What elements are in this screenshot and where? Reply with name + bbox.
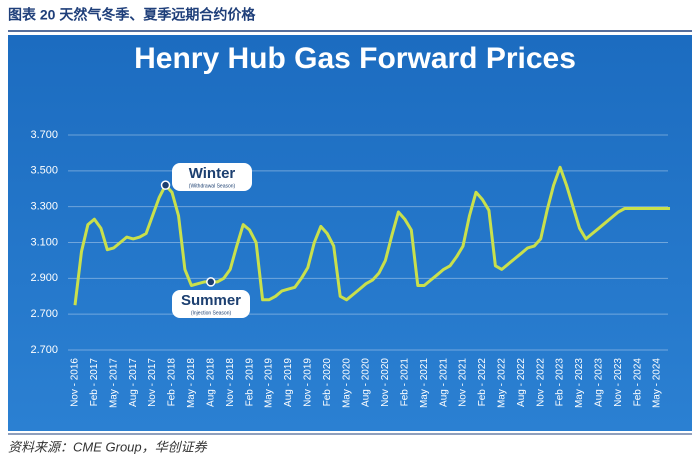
annotation-note: (Injection Season): [191, 310, 232, 316]
x-tick-label: Feb - 2022: [477, 358, 488, 407]
chart-panel: [8, 35, 692, 431]
annotation-title: Winter: [189, 165, 236, 182]
y-tick-label: 2.700: [30, 308, 58, 320]
annotation-box: [172, 290, 250, 318]
x-tick-label: May - 2018: [186, 358, 197, 408]
annotation-title: Summer: [181, 292, 241, 309]
x-tick-label: Aug - 2018: [205, 358, 216, 407]
x-tick-label: Feb - 2019: [244, 358, 255, 407]
figure-caption: 图表 20 天然气冬季、夏季远期合约价格: [8, 7, 256, 23]
x-tick-label: Aug - 2023: [593, 358, 604, 407]
annotation-note: (Withdrawal Season): [189, 183, 236, 189]
x-tick-label: May - 2022: [496, 358, 507, 408]
source: 资料来源：CME Group，华创证券: [8, 439, 208, 454]
x-tick-label: Nov - 2020: [380, 358, 391, 407]
x-tick-label: Aug - 2019: [283, 358, 294, 407]
x-tick-label: May - 2017: [108, 358, 119, 408]
x-tick-label: Nov - 2018: [225, 358, 236, 407]
y-tick-label: 3.700: [30, 129, 58, 141]
y-tick-label: 3.500: [30, 165, 58, 177]
y-tick-label: 2.900: [30, 272, 58, 284]
x-tick-label: Aug - 2017: [128, 358, 139, 407]
y-tick-label: 3.300: [30, 201, 58, 213]
x-tick-label: Nov - 2023: [613, 358, 624, 407]
x-tick-label: Feb - 2021: [399, 358, 410, 407]
x-tick-label: Aug - 2022: [516, 358, 527, 407]
y-tick-label: 2.700: [30, 344, 58, 356]
x-tick-label: Nov - 2017: [147, 358, 158, 407]
x-tick-label: Nov - 2019: [302, 358, 313, 407]
x-tick-label: Feb - 2018: [167, 358, 178, 407]
x-tick-label: Feb - 2024: [632, 358, 643, 407]
x-tick-label: May - 2023: [574, 358, 585, 408]
x-tick-label: Feb - 2023: [555, 358, 566, 407]
price-line: [73, 165, 670, 306]
x-tick-label: Aug - 2021: [438, 358, 449, 407]
x-tick-label: May - 2021: [419, 358, 430, 408]
x-tick-label: Aug - 2020: [361, 358, 372, 407]
annotation-box: [172, 163, 252, 191]
annotation-point: [206, 277, 216, 287]
x-tick-label: Nov - 2022: [535, 358, 546, 407]
x-tick-label: May - 2024: [652, 358, 663, 408]
y-tick-label: 3.100: [30, 236, 58, 248]
chart-title: Henry Hub Gas Forward Prices: [134, 42, 576, 75]
plot-area: 2.700 2.700 2.900 3.100 3.300 3.500 3.700 Nov -…: [30, 129, 670, 408]
x-tick-label: Feb - 2017: [89, 358, 100, 407]
x-tick-label: Feb - 2020: [322, 358, 333, 407]
x-tick-label: May - 2020: [341, 358, 352, 408]
annotation-point: [160, 180, 171, 190]
x-tick-label: Nov - 2021: [458, 358, 469, 407]
x-tick-label: May - 2019: [264, 358, 275, 408]
x-tick-label: Nov - 2016: [70, 358, 81, 407]
